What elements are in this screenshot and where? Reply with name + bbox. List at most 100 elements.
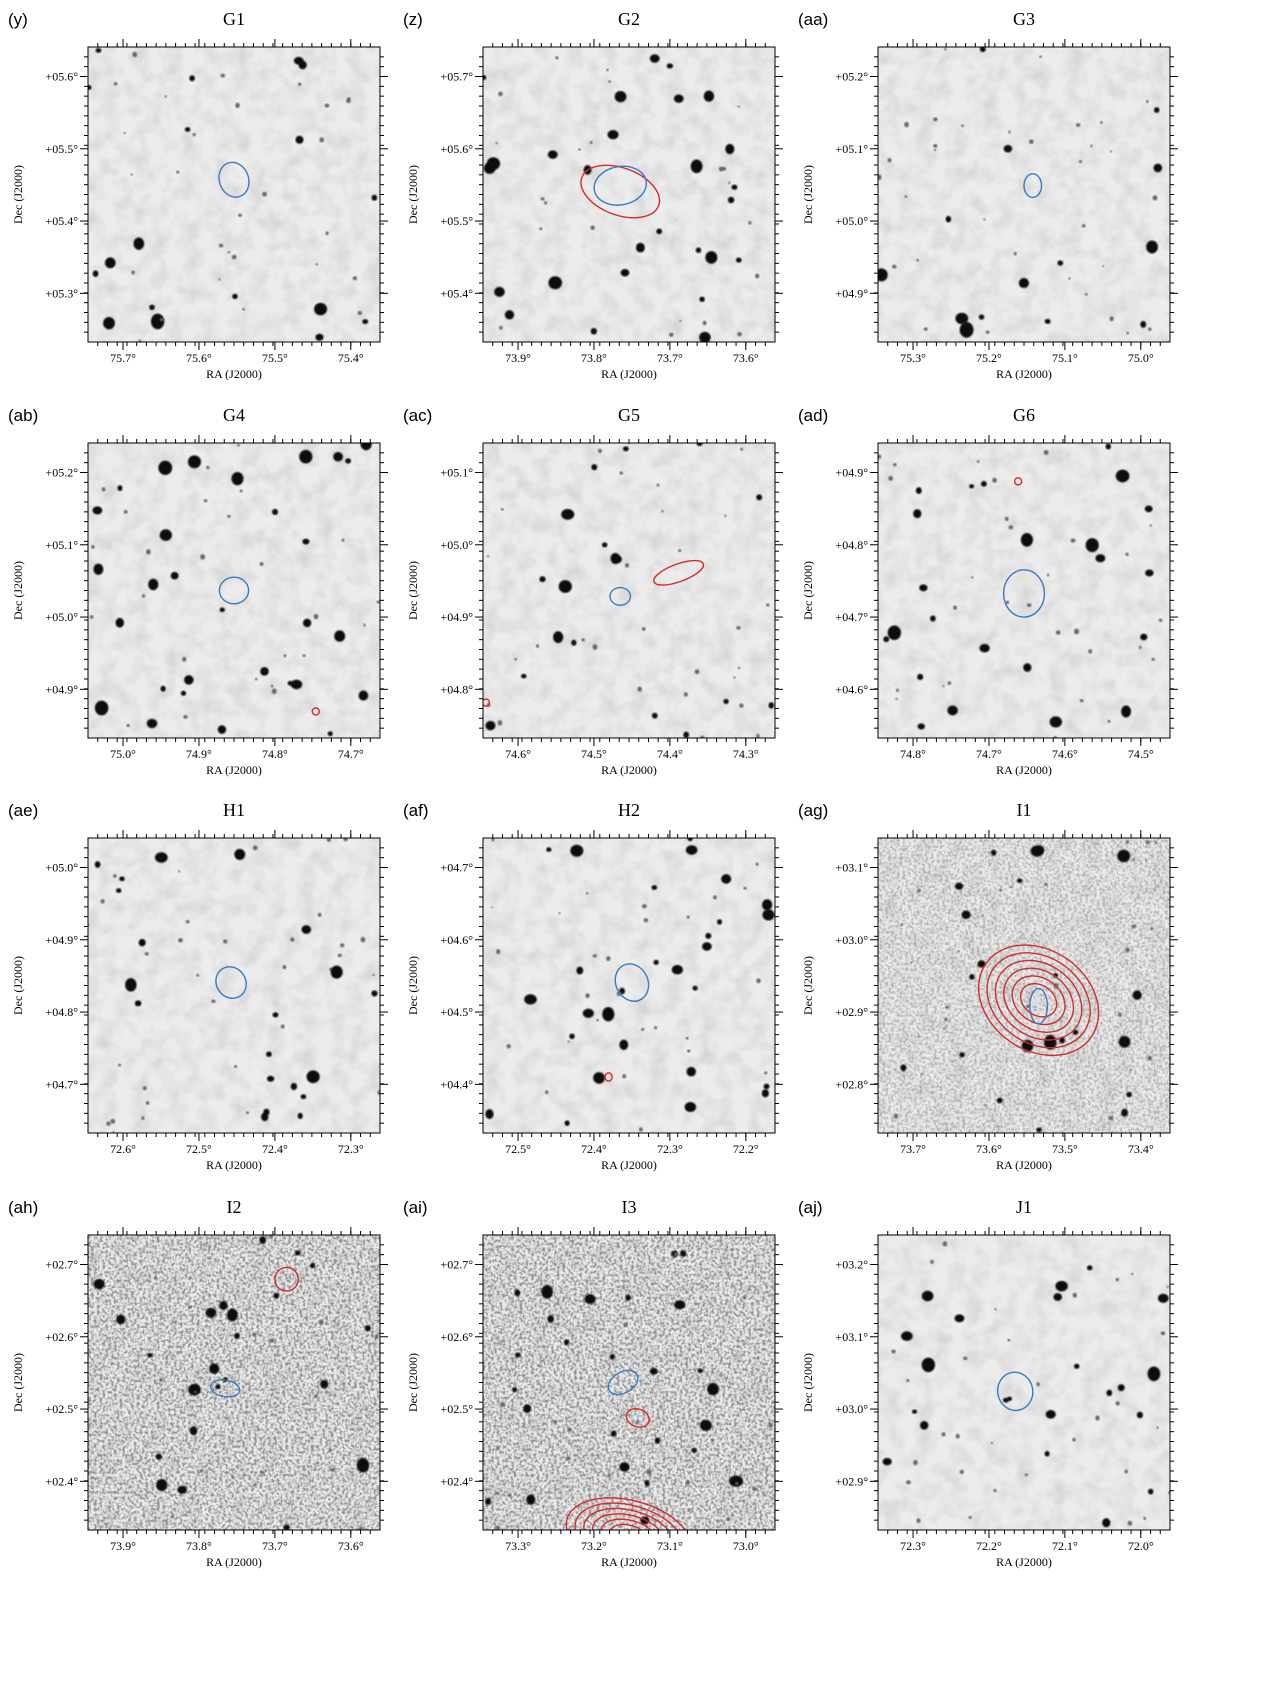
source: [649, 1367, 658, 1375]
source: [1053, 1293, 1063, 1301]
source: [537, 1364, 541, 1367]
panel-title: J1: [1016, 1197, 1032, 1217]
y-tick-label: +05.0°: [835, 214, 868, 228]
contour: [996, 1371, 1034, 1412]
source: [887, 158, 892, 163]
source: [622, 446, 629, 452]
source: [696, 443, 703, 447]
source: [1055, 630, 1061, 635]
source: [94, 700, 109, 716]
source: [742, 1295, 747, 1300]
source: [374, 1334, 379, 1339]
source: [620, 269, 630, 277]
x-tick-label: 74.8°: [900, 747, 926, 761]
source: [684, 1101, 697, 1113]
source: [1026, 603, 1032, 608]
x-tick-label: 75.0°: [1128, 351, 1154, 365]
source: [141, 594, 146, 598]
source: [220, 73, 226, 78]
source: [705, 251, 718, 264]
source: [644, 1480, 650, 1487]
y-tick-label: +02.6°: [440, 1330, 473, 1344]
source: [1013, 251, 1017, 256]
source: [641, 904, 647, 909]
panel-label: (ag): [798, 801, 828, 820]
source: [963, 1356, 968, 1361]
source: [553, 631, 564, 644]
source: [154, 852, 168, 863]
source: [609, 1354, 615, 1360]
source: [194, 1390, 197, 1394]
source: [878, 454, 882, 459]
source: [912, 1409, 918, 1414]
panel-label: (ac): [403, 406, 432, 425]
source: [1029, 139, 1034, 145]
source: [491, 838, 495, 842]
source: [119, 876, 125, 882]
source: [297, 1112, 303, 1119]
source: [762, 909, 775, 921]
source: [1166, 1285, 1169, 1288]
source: [589, 140, 593, 145]
panel-title: I2: [227, 1197, 242, 1217]
x-axis-label: RA (J2000): [996, 763, 1052, 777]
source: [980, 480, 987, 487]
source: [514, 1352, 521, 1358]
source: [264, 1469, 268, 1472]
source: [635, 242, 645, 253]
source: [955, 1433, 960, 1439]
source: [320, 1379, 329, 1389]
source: [919, 584, 928, 592]
panel-label: (aa): [798, 10, 828, 29]
source: [996, 1097, 1003, 1104]
source: [697, 1368, 703, 1374]
x-tick-label: 74.8°: [262, 747, 288, 761]
source: [506, 1044, 511, 1049]
panel-label: (ab): [8, 406, 38, 425]
source: [1109, 316, 1114, 322]
x-tick-label: 75.4°: [338, 351, 364, 365]
x-tick-label: 75.0°: [110, 747, 136, 761]
source: [959, 1052, 965, 1058]
source: [585, 993, 590, 999]
source: [358, 690, 369, 701]
source: [694, 669, 700, 675]
source: [983, 218, 986, 221]
x-tick-label: 73.9°: [110, 1539, 136, 1553]
source: [602, 1007, 615, 1022]
source: [1102, 1518, 1111, 1528]
source: [260, 667, 269, 676]
source: [1072, 1029, 1079, 1035]
source: [486, 157, 501, 170]
panel-title: G1: [223, 9, 245, 29]
source: [238, 213, 242, 217]
source: [1152, 195, 1158, 201]
source: [1145, 569, 1154, 577]
source: [1036, 1127, 1042, 1133]
source: [189, 75, 195, 82]
source: [878, 174, 882, 180]
source: [106, 1121, 111, 1126]
y-tick-label: +04.8°: [45, 1005, 78, 1019]
source: [485, 720, 496, 731]
y-tick-label: +05.4°: [440, 286, 473, 300]
sky-image: [483, 443, 775, 738]
source: [592, 954, 597, 958]
x-tick-label: 73.2°: [581, 1539, 607, 1553]
source: [1044, 318, 1051, 324]
source: [1068, 277, 1071, 280]
y-axis-label: Dec (J2000): [801, 165, 815, 224]
source: [725, 143, 735, 155]
source: [691, 1447, 698, 1453]
source: [577, 148, 581, 151]
y-tick-label: +02.9°: [835, 1005, 868, 1019]
source: [961, 910, 971, 919]
source: [653, 959, 659, 965]
source: [661, 510, 664, 513]
source: [1167, 898, 1170, 901]
sky-image: [88, 1235, 380, 1530]
source: [969, 974, 975, 980]
source: [768, 702, 775, 709]
contour: [625, 1407, 650, 1428]
